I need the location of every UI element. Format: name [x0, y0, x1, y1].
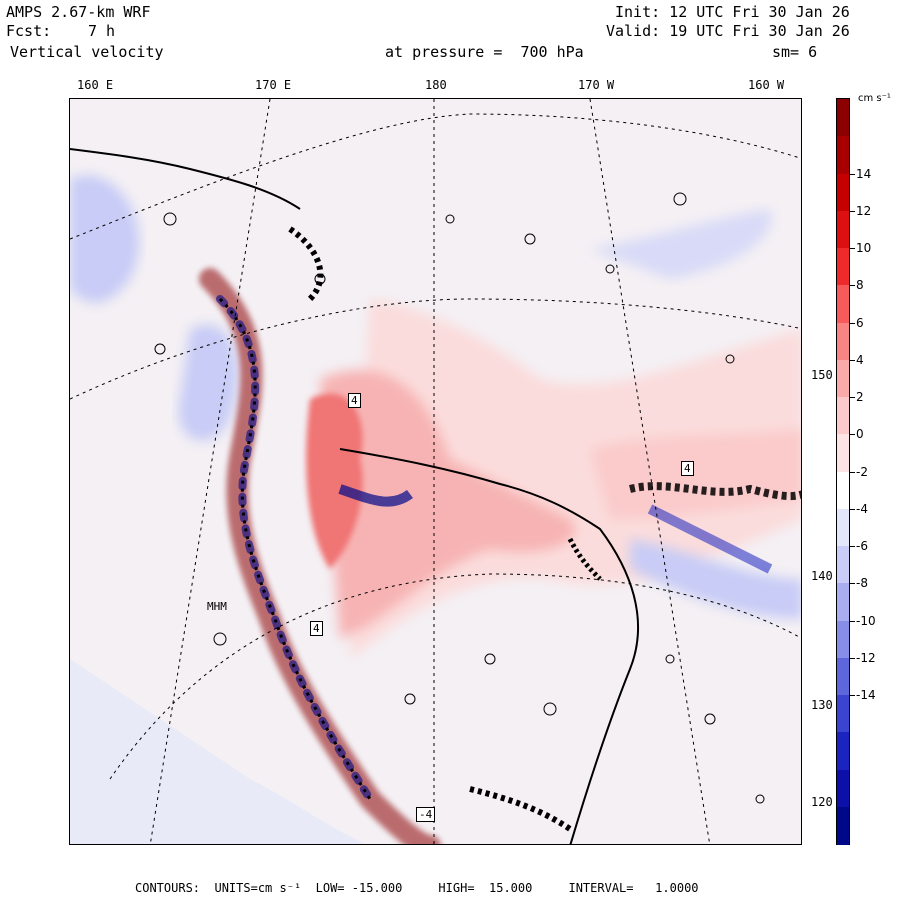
colorbar-tick-mark — [850, 397, 855, 398]
pressure-level: at pressure = 700 hPa — [385, 43, 584, 61]
colorbar-tick-label: -14 — [856, 688, 876, 702]
colorbar-segment — [837, 620, 849, 659]
colorbar-segment — [837, 322, 849, 361]
colorbar-segment — [837, 248, 849, 286]
model-title: AMPS 2.67-km WRF — [6, 3, 151, 21]
colorbar-tick-label: -4 — [856, 501, 868, 516]
colorbar-tick-mark — [850, 546, 855, 547]
forecast-label: Fcst: — [6, 22, 52, 40]
contour-label-4-a: 4 — [348, 393, 361, 408]
colorbar-tick-mark — [850, 322, 855, 324]
transantarctic-mountain-cores — [199, 226, 801, 844]
colorbar-tick-label: 8 — [856, 278, 864, 293]
colorbar-segment — [837, 657, 849, 696]
negative-zone-central — [178, 324, 238, 441]
graticule — [70, 99, 801, 844]
contour-label-4-b: 4 — [681, 461, 694, 476]
strong-positive-zone — [306, 393, 363, 569]
smoothing: sm= 6 — [772, 43, 818, 61]
colorbar-tick-label: -2 — [856, 464, 868, 479]
contour-info: CONTOURS: UNITS=cm s⁻¹ LOW= -15.000 HIGH… — [135, 881, 699, 895]
colorbar-segment — [837, 359, 849, 398]
vertical-velocity-map — [70, 99, 801, 844]
negative-zone-west — [70, 175, 140, 303]
land-area-lower-left — [70, 659, 366, 844]
lon-label-180: 180 — [425, 78, 447, 92]
colorbar-tick-label: 4 — [856, 352, 864, 367]
map-panel: 4 4 4 -4 MHM — [69, 98, 802, 845]
colorbar-tick-label: 0 — [856, 427, 864, 442]
colorbar-tick-label: 2 — [856, 390, 864, 404]
colorbar-tick-mark — [850, 285, 855, 287]
station-label-mhm: MHM — [207, 600, 227, 613]
colorbar-segment — [837, 732, 849, 770]
contour-label-neg4: -4 — [416, 807, 436, 822]
colorbar-segment — [837, 695, 849, 733]
colorbar-tick-label: -8 — [856, 576, 868, 591]
colorbar-tick-mark — [850, 508, 855, 510]
colorbar-units: cm s⁻¹ — [858, 93, 891, 104]
colorbar-segment — [837, 285, 849, 323]
lon-label-160e: 160 E — [77, 78, 114, 92]
forecast-hours: 7 h — [88, 22, 116, 40]
colorbar-segment — [837, 434, 849, 472]
colorbar-tick-label: 6 — [856, 315, 864, 330]
contour-label-4-c: 4 — [310, 621, 323, 636]
colorbar — [836, 98, 850, 845]
colorbar-tick-mark — [850, 248, 855, 249]
colorbar-segment — [837, 397, 849, 435]
colorbar-tick-mark — [850, 471, 855, 473]
colorbar-tick-mark — [850, 173, 855, 175]
contour-speckles — [154, 192, 765, 804]
valid-time: Valid: 19 UTC Fri 30 Jan 26 — [606, 22, 850, 40]
lon-label-170e: 170 E — [255, 78, 292, 92]
colorbar-tick-label: -10 — [856, 613, 876, 628]
colorbar-tick-mark — [850, 583, 855, 585]
colorbar-tick-label: 10 — [856, 241, 872, 255]
colorbar-tick-label: 12 — [856, 203, 872, 218]
colorbar-segment — [837, 99, 849, 137]
colorbar-tick-label: 14 — [856, 166, 872, 181]
colorbar-tick-mark — [850, 657, 855, 659]
field-name: Vertical velocity — [10, 43, 164, 61]
positive-velocity-zone — [320, 370, 576, 639]
colorbar-tick-mark — [850, 620, 855, 622]
colorbar-segment — [837, 173, 849, 212]
colorbar-segment — [837, 508, 849, 547]
colorbar-tick-label: -12 — [856, 650, 876, 665]
colorbar-segment — [837, 583, 849, 621]
colorbar-segment — [837, 769, 849, 808]
colorbar-tick-mark — [850, 434, 855, 436]
colorbar-segment — [837, 136, 849, 174]
colorbar-tick-mark — [850, 695, 855, 696]
colorbar-tick-mark — [850, 210, 855, 212]
colorbar-segment — [837, 471, 849, 510]
colorbar-segment — [837, 210, 849, 249]
ice-shelf-edge — [339, 448, 639, 844]
east-positive-zone — [590, 429, 801, 519]
colorbar-segment — [837, 546, 849, 584]
ross-sea-positive-area — [350, 299, 801, 659]
colorbar-tick-mark — [850, 359, 855, 361]
negative-zone-north — [590, 209, 772, 279]
colorbar-segment — [837, 806, 849, 845]
negative-zone-east — [630, 539, 801, 619]
lon-label-160w: 160 W — [748, 78, 785, 92]
init-time: Init: 12 UTC Fri 30 Jan 26 — [615, 3, 850, 21]
colorbar-tick-label: -6 — [856, 539, 868, 553]
lon-label-170w: 170 W — [578, 78, 615, 92]
coastline-north — [70, 148, 301, 210]
